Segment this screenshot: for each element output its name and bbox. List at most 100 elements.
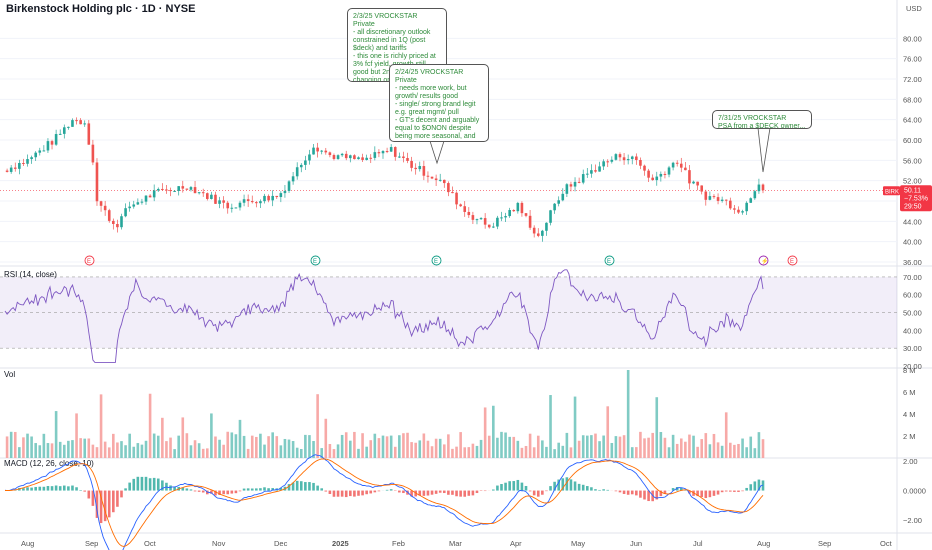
macd-histogram-bar [87, 490, 91, 499]
volume-bar [496, 437, 499, 458]
candle-body [128, 206, 131, 209]
candle-body [659, 173, 663, 177]
volume-bar [459, 432, 462, 458]
volume-bar [696, 446, 699, 458]
candle-body [165, 189, 168, 191]
rsi-line [4, 269, 764, 363]
macd-histogram-bar [336, 490, 340, 497]
macd-histogram-bar [622, 490, 626, 494]
volume-bar [667, 447, 671, 458]
volume-bar [38, 445, 42, 458]
volume-bar [26, 433, 29, 458]
volume-bar [520, 447, 524, 458]
x-tick-label: May [571, 539, 585, 548]
volume-bar [381, 435, 385, 458]
volume-bar [304, 434, 307, 458]
candle-body [385, 151, 389, 153]
candle-body [557, 200, 560, 204]
annotation-note-2[interactable]: 2/24/25 VROCKSTAR Private - needs more w… [389, 64, 489, 142]
candle-body [700, 185, 704, 192]
macd-histogram-bar [679, 487, 683, 491]
candle-body [83, 123, 87, 125]
macd-histogram-bar [226, 490, 230, 495]
macd-histogram-bar [545, 490, 548, 492]
macd-histogram-bar [295, 480, 299, 491]
candle-body [536, 233, 540, 236]
volume-bar [238, 419, 242, 458]
volume-bar [761, 439, 765, 458]
volume-bar [169, 437, 172, 458]
macd-histogram-bar [332, 490, 336, 497]
macd-histogram-bar [67, 486, 70, 491]
macd-histogram-bar [357, 490, 360, 496]
candle-body [34, 152, 37, 158]
candle-body [712, 196, 716, 198]
candle-body [344, 153, 348, 159]
candle-body [581, 174, 585, 183]
rsi-pane-label: RSI (14, close) [4, 270, 57, 279]
candle-body [487, 224, 491, 228]
candle-body [733, 208, 736, 210]
macd-histogram-bar [532, 490, 536, 496]
candle-body [549, 210, 552, 223]
volume-bar [749, 436, 753, 458]
macd-histogram-bar [156, 478, 160, 491]
candle-body [647, 170, 650, 178]
candle-body [299, 164, 303, 168]
macd-histogram-bar [54, 485, 58, 491]
volume-bar [516, 440, 520, 458]
macd-histogram-bar [38, 486, 42, 491]
volume-bar [287, 439, 291, 458]
volume-bar [626, 370, 630, 458]
macd-histogram-bar [161, 480, 164, 491]
annotation-note-3[interactable]: 7/31/25 VROCKSTAR PSA from a $DECK owner… [712, 110, 812, 129]
volume-bar [622, 435, 626, 458]
volume-bar [291, 441, 295, 458]
candle-body [749, 198, 753, 203]
candle-body [438, 179, 442, 181]
volume-bar [467, 447, 471, 458]
macd-histogram-bar [663, 490, 667, 495]
candle-body [492, 226, 495, 228]
candle-body [541, 230, 544, 236]
volume-bar [545, 446, 548, 458]
candle-body [500, 217, 503, 219]
candle-body [107, 210, 111, 221]
candle-body [626, 159, 630, 161]
macd-histogram-bar [308, 482, 311, 491]
candle-body [528, 215, 532, 228]
volume-bar [442, 444, 446, 458]
candle-body [451, 192, 454, 194]
candle-body [349, 155, 352, 159]
macd-histogram-bar [594, 489, 597, 491]
macd-histogram-bar [22, 488, 25, 491]
candle-body [692, 181, 695, 184]
x-tick-label: Nov [212, 539, 226, 548]
volume-bar [79, 438, 82, 458]
candle-body [741, 211, 744, 213]
volume-bar [451, 448, 454, 458]
volume-bar [5, 436, 9, 458]
macd-histogram-bar [430, 490, 434, 495]
candle-body [50, 141, 54, 145]
candle-body [459, 204, 462, 207]
macd-histogram-bar [757, 479, 761, 491]
macd-histogram-bar [189, 489, 193, 491]
volume-bar [635, 447, 638, 458]
macd-histogram-bar [512, 481, 516, 491]
volume-bar [737, 443, 740, 458]
x-tick-label: Apr [510, 539, 522, 548]
volume-bar [541, 440, 544, 458]
candle-body [671, 162, 675, 168]
macd-histogram-bar [304, 482, 307, 491]
volume-bar [136, 443, 140, 458]
volume-bar [594, 433, 597, 458]
candle-body [5, 170, 9, 172]
candle-body [230, 207, 234, 209]
candle-body [226, 202, 230, 209]
macd-histogram-bar [120, 490, 123, 498]
volume-bar [365, 446, 368, 458]
volume-bar [712, 433, 716, 458]
volume-bar [606, 406, 610, 458]
candle-body [630, 156, 634, 160]
